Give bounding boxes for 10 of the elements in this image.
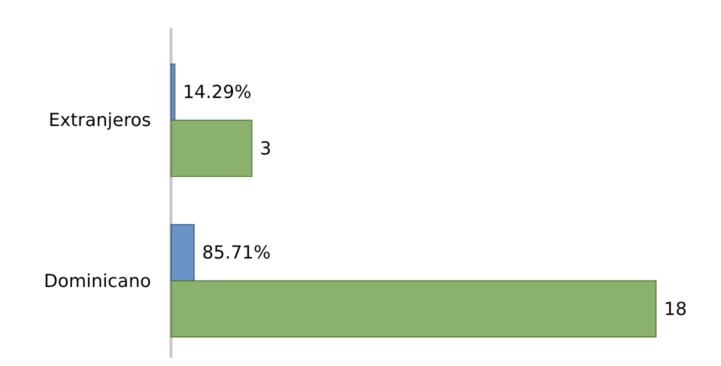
data-label: 18 [664,298,687,320]
bar [170,224,195,282]
y-tick-label: Extranjeros [48,110,151,132]
bar [170,280,656,338]
y-tick-label: Dominicano [44,270,151,292]
bar [170,64,176,121]
bar [170,120,252,177]
data-label: 3 [260,138,272,160]
data-label: 14.29% [182,82,252,104]
data-label: 85.71% [202,242,271,264]
